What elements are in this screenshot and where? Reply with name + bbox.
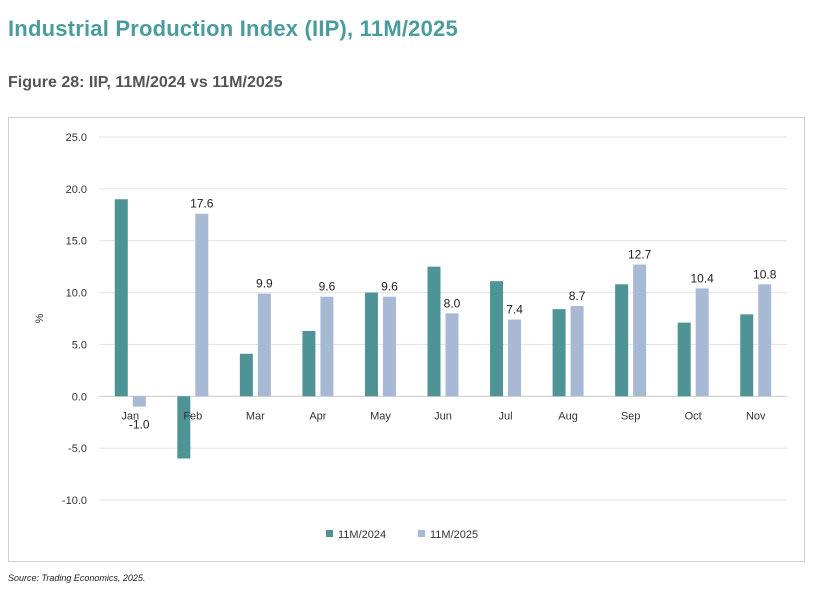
bar-11m-2024 [302, 330, 316, 397]
y-tick-label: 10.0 [66, 288, 87, 300]
x-tick-label: Sep [621, 410, 641, 422]
bar-11m-2025 [320, 296, 334, 397]
bar-11m-2024 [740, 314, 754, 397]
y-tick-label: 0.0 [72, 391, 87, 403]
figure-title: Figure 28: IIP, 11M/2024 vs 11M/2025 [8, 74, 283, 91]
x-tick-label: Oct [685, 410, 702, 422]
bar-11m-2024 [552, 309, 566, 397]
data-label: -1.0 [129, 418, 150, 432]
page-title: Industrial Production Index (IIP), 11M/2… [8, 16, 458, 41]
x-tick-label: Nov [746, 410, 766, 422]
y-tick-label: 5.0 [72, 339, 87, 351]
x-tick-label: Jun [434, 410, 452, 422]
legend-label-2025: 11M/2025 [430, 529, 478, 541]
x-tick-label: Mar [246, 410, 265, 422]
x-tick-label: Feb [183, 410, 202, 422]
bar-11m-2024 [114, 199, 128, 397]
legend-swatch-2025 [418, 530, 425, 537]
y-tick-label: 15.0 [66, 236, 87, 248]
y-axis: 25.0 20.0 15.0 10.0 5.0 0.0 -5.0 -10.0% [34, 132, 87, 507]
bar-11m-2025 [132, 396, 146, 407]
bar-11m-2024 [239, 353, 253, 397]
legend-label-2024: 11M/2024 [338, 529, 386, 541]
x-tick-label: Apr [309, 410, 326, 422]
bar-chart: 25.0 20.0 15.0 10.0 5.0 0.0 -5.0 -10.0% -1.0 17.… [34, 132, 787, 541]
y-tick-label: -10.0 [62, 495, 87, 507]
data-label: 9.6 [381, 280, 398, 294]
data-label: 10.8 [753, 267, 777, 281]
data-label: 17.6 [190, 197, 214, 211]
bar-11m-2024 [364, 292, 378, 397]
bar-11m-2025 [195, 213, 209, 397]
bar-11m-2025 [570, 306, 584, 397]
legend: 11M/2024 11M/2025 [326, 529, 478, 541]
bar-11m-2025 [257, 293, 271, 397]
data-label: 12.7 [628, 248, 652, 262]
y-tick-label: -5.0 [68, 443, 87, 455]
data-label: 8.0 [444, 296, 461, 310]
bar-11m-2025 [508, 319, 522, 397]
bar-11m-2025 [382, 296, 396, 397]
data-labels: -1.0 17.6 9.9 9.6 9.6 8.0 7.4 8.7 12.7 10.4 10.8 [129, 197, 777, 432]
bar-11m-2025 [695, 288, 709, 397]
x-tick-label: May [370, 410, 391, 422]
bar-11m-2025 [445, 313, 459, 397]
data-label: 8.7 [569, 289, 586, 303]
x-tick-label: Jul [499, 410, 513, 422]
y-tick-label: 25.0 [66, 132, 87, 144]
bar-11m-2024 [490, 281, 504, 397]
x-tick-label: Jan [121, 410, 139, 422]
data-label: 9.9 [256, 277, 273, 291]
grid-lines [99, 136, 787, 501]
y-tick-label: 20.0 [66, 184, 87, 196]
bar-11m-2025 [633, 264, 647, 397]
source-note: Source: Trading Economics, 2025. [8, 573, 146, 583]
data-label: 10.4 [691, 271, 715, 285]
x-tick-label: Aug [558, 410, 578, 422]
bar-11m-2024 [615, 284, 629, 397]
bar-11m-2024 [427, 266, 441, 397]
y-axis-label: % [34, 313, 46, 323]
legend-swatch-2024 [326, 530, 333, 537]
data-label: 9.6 [319, 280, 336, 294]
bar-11m-2024 [177, 396, 191, 459]
x-axis-labels: Jan Feb Mar Apr May Jun Jul Aug Sep Oct Nov [121, 410, 766, 422]
bar-11m-2025 [758, 284, 772, 397]
data-label: 7.4 [506, 303, 523, 317]
bar-11m-2024 [677, 322, 691, 397]
bars [114, 199, 772, 459]
chart-frame: 25.0 20.0 15.0 10.0 5.0 0.0 -5.0 -10.0% -1.0 17.… [8, 117, 805, 562]
